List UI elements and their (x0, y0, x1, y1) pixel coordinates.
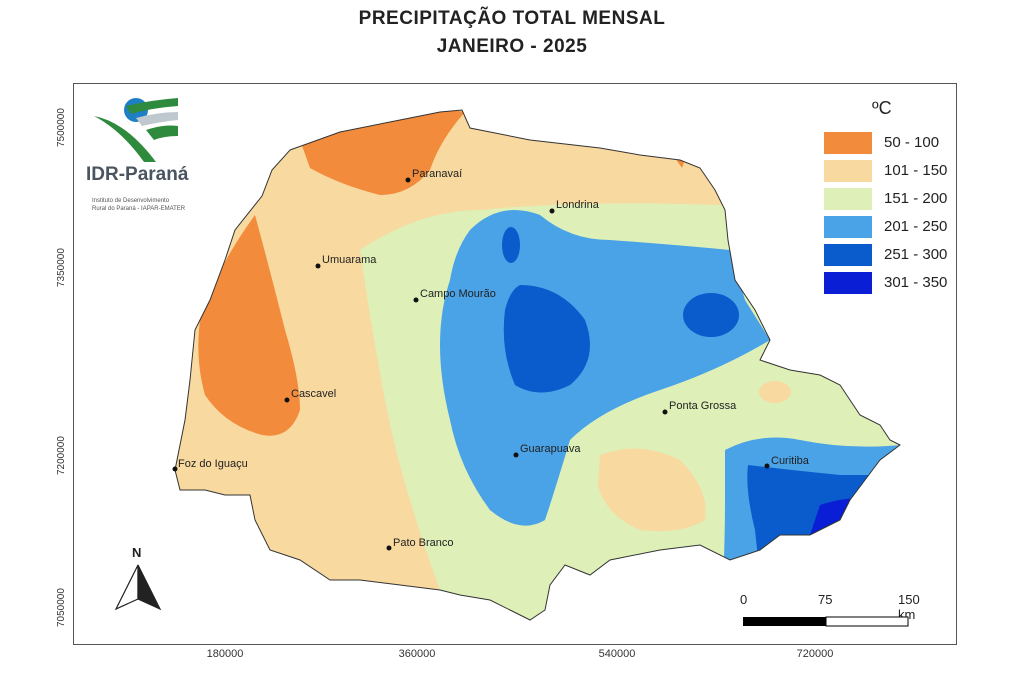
map-frame (73, 83, 957, 645)
legend-unit: ºC (872, 98, 892, 118)
legend-item: 50 - 100 (824, 132, 964, 154)
scale-label: 0 (740, 592, 748, 607)
city-label-foz-do-iguacu: Foz do Iguaçu (178, 458, 248, 470)
legend-label: 151 - 200 (884, 190, 948, 207)
legend-label: 101 - 150 (884, 162, 948, 179)
legend-label: 201 - 250 (884, 218, 948, 235)
state-border (174, 109, 901, 621)
city-dot-curitiba (764, 463, 770, 469)
y-tick-label: 7050000 (56, 588, 67, 628)
legend-swatch (824, 272, 872, 294)
legend-item: 151 - 200 (824, 188, 964, 210)
y-tick-label: 7500000 (56, 108, 67, 148)
city-label-umuarama: Umuarama (322, 254, 377, 266)
scale-label: 75 (818, 592, 833, 607)
city-label-campo-mourao: Campo Mourão (420, 288, 496, 300)
legend-label: 50 - 100 (884, 134, 940, 151)
city-label-curitiba: Curitiba (771, 455, 810, 467)
city-markers: Paranavaí Londrina Umuarama Campo Mourão… (172, 168, 810, 551)
legend-swatch (824, 188, 872, 210)
city-dot-guarapuava (513, 452, 519, 458)
zone-50-100-west (198, 215, 300, 436)
city-label-cascavel: Cascavel (291, 388, 336, 400)
legend-swatch (824, 216, 872, 238)
city-label-paranavai: Paranavaí (412, 168, 462, 180)
legend-swatch (824, 132, 872, 154)
city-label-londrina: Londrina (556, 199, 600, 211)
scale-bar-graphic (743, 616, 909, 627)
city-dot-ponta-grossa (662, 409, 668, 415)
legend-label: 251 - 300 (884, 246, 948, 263)
x-tick-label: 540000 (598, 648, 636, 660)
city-dot-londrina (549, 208, 555, 214)
logo-emblem-icon (94, 98, 178, 162)
legend-swatch (824, 160, 872, 182)
x-tick-label: 180000 (206, 648, 244, 660)
city-label-pato-branco: Pato Branco (393, 537, 454, 549)
legend-item: 101 - 150 (824, 160, 964, 182)
zone-251-300-center (503, 285, 590, 393)
legend-item: 251 - 300 (824, 244, 964, 266)
north-arrow: N (82, 525, 200, 633)
zone-251-300-east (683, 293, 739, 337)
zone-251-300-north (502, 227, 520, 263)
city-dot-campo-mourao (413, 297, 419, 303)
city-dot-pato-branco (386, 545, 392, 551)
logo-name: IDR-Paraná (86, 164, 189, 185)
city-label-guarapuava: Guarapuava (520, 443, 581, 455)
zone-101-150-ponta (759, 381, 791, 403)
legend-item: 301 - 350 (824, 272, 964, 294)
city-dot-foz-do-iguacu (172, 466, 178, 472)
scale-bar: 0 75 150 km (738, 592, 938, 632)
y-tick-label: 7350000 (56, 248, 67, 288)
legend-item: 201 - 250 (824, 216, 964, 238)
x-tick-label: 360000 (398, 648, 436, 660)
city-label-ponta-grossa: Ponta Grossa (669, 400, 737, 412)
logo-subtitle: Instituto de Desenvolvimento (92, 198, 170, 204)
city-dot-paranavai (405, 177, 411, 183)
x-tick-label: 720000 (796, 648, 834, 660)
city-dot-cascavel (284, 397, 290, 403)
logo-subtitle: Rural do Paraná - IAPAR-EMATER (92, 206, 186, 212)
legend-swatch (824, 244, 872, 266)
north-letter: N (132, 545, 142, 560)
map-title: PRECIPITAÇÃO TOTAL MENSAL (358, 8, 666, 29)
legend-label: 301 - 350 (884, 274, 948, 291)
city-dot-umuarama (315, 263, 321, 269)
idr-parana-logo: IDR-Paraná Instituto de Desenvolvimento … (86, 92, 201, 222)
map-subtitle: JANEIRO - 2025 (436, 36, 588, 57)
y-tick-label: 7200000 (56, 436, 67, 476)
zone-101-150-south (598, 448, 706, 532)
north-arrow-icon (114, 564, 162, 611)
